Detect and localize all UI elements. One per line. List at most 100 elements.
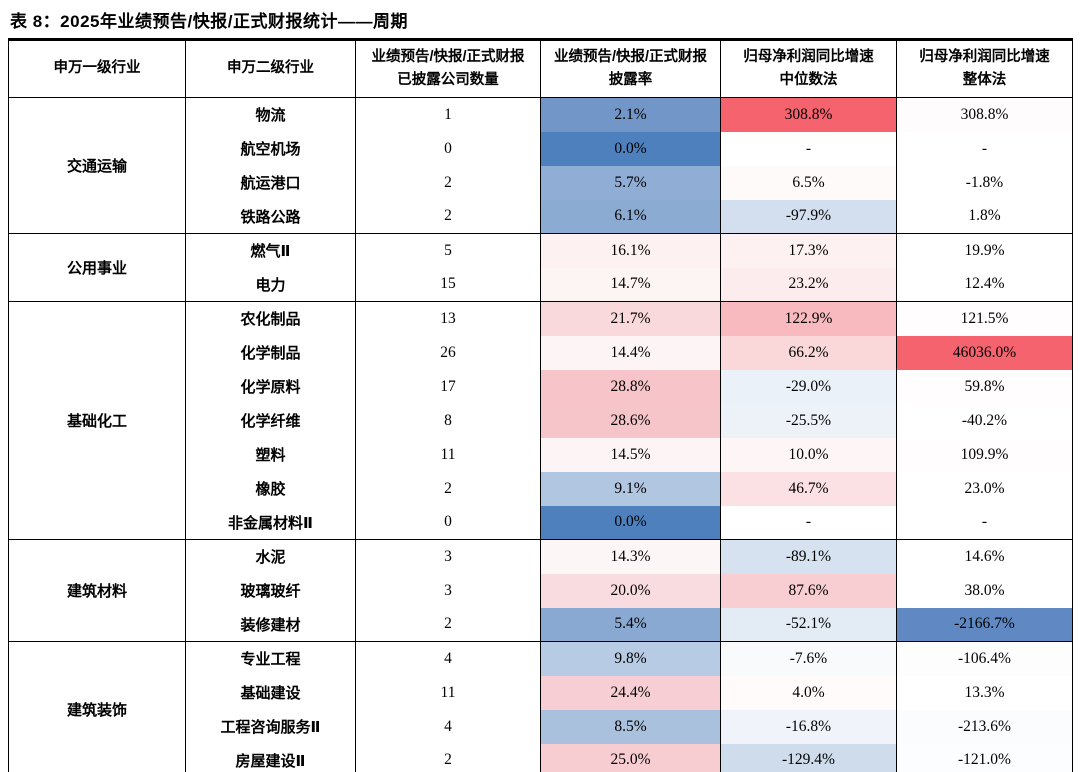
overall-growth-cell: - <box>896 505 1073 540</box>
disclosed-count-cell: 1 <box>355 97 541 132</box>
industry-l2-cell: 物流 <box>185 97 356 132</box>
disclosure-rate-cell: 16.1% <box>540 233 721 268</box>
table-row: 橡胶 2 9.1% 46.7% 23.0% <box>9 471 1073 506</box>
disclosure-rate-cell: 5.4% <box>540 607 721 642</box>
median-growth-cell: -89.1% <box>720 539 897 574</box>
median-growth-cell: -16.8% <box>720 709 897 744</box>
disclosure-rate-cell: 8.5% <box>540 709 721 744</box>
disclosure-rate-cell: 25.0% <box>540 743 721 772</box>
overall-growth-cell: 109.9% <box>896 437 1073 472</box>
header-disclosure-rate-line2: 披露率 <box>608 72 653 88</box>
table-row: 铁路公路 2 6.1% -97.9% 1.8% <box>9 199 1073 234</box>
header-overall-growth: 归母净利润同比增速 整体法 <box>896 39 1073 98</box>
header-disclosure-rate-line1: 业绩预告/快报/正式财报 <box>553 48 708 65</box>
disclosed-count-cell: 13 <box>355 301 541 336</box>
disclosed-count-cell: 2 <box>355 743 541 772</box>
disclosed-count-cell: 4 <box>355 709 541 744</box>
disclosed-count-cell: 0 <box>355 131 541 166</box>
industry-l2-cell: 航运港口 <box>185 165 356 200</box>
disclosure-rate-cell: 24.4% <box>540 675 721 710</box>
median-growth-cell: 308.8% <box>720 97 897 132</box>
overall-growth-cell: -2166.7% <box>896 607 1073 642</box>
overall-growth-cell: -1.8% <box>896 165 1073 200</box>
overall-growth-cell: - <box>896 131 1073 166</box>
overall-growth-cell: 38.0% <box>896 573 1073 608</box>
industry-l2-cell: 农化制品 <box>185 301 356 336</box>
header-disclosure-rate: 业绩预告/快报/正式财报 披露率 <box>540 39 721 98</box>
disclosed-count-cell: 0 <box>355 505 541 540</box>
disclosure-rate-cell: 9.1% <box>540 471 721 506</box>
header-disclosed-count-line1: 业绩预告/快报/正式财报 <box>371 48 525 65</box>
header-industry-l1-label: 申万一级行业 <box>53 60 141 77</box>
median-growth-cell: 6.5% <box>720 165 897 200</box>
disclosure-rate-cell: 14.7% <box>540 267 721 302</box>
disclosed-count-cell: 2 <box>355 471 541 506</box>
disclosure-rate-cell: 28.6% <box>540 403 721 438</box>
industry-l2-cell: 工程咨询服务Ⅱ <box>185 709 356 744</box>
table-row: 建筑装饰 专业工程 4 9.8% -7.6% -106.4% <box>8 641 1073 772</box>
table-row: 装修建材 2 5.4% -52.1% -2166.7% <box>9 607 1073 642</box>
median-growth-cell: 46.7% <box>720 471 897 506</box>
overall-growth-cell: -121.0% <box>896 743 1073 772</box>
overall-growth-cell: -106.4% <box>896 641 1073 676</box>
disclosed-count-cell: 8 <box>355 403 541 438</box>
industry-l1-cell: 公用事业 <box>8 233 186 302</box>
table-row: 基础化工 农化制品 13 21.7% 122.9% 121.5% <box>8 301 1073 540</box>
median-growth-cell: - <box>720 505 897 540</box>
disclosed-count-cell: 2 <box>355 165 541 200</box>
median-growth-cell: -97.9% <box>720 199 897 234</box>
header-median-growth-line1: 归母净利润同比增速 <box>743 48 874 65</box>
overall-growth-cell: 14.6% <box>896 539 1073 574</box>
table-row: 房屋建设Ⅱ 2 25.0% -129.4% -121.0% <box>9 743 1073 772</box>
table-row: 工程咨询服务Ⅱ 4 8.5% -16.8% -213.6% <box>9 709 1073 744</box>
industry-l2-cell: 房屋建设Ⅱ <box>185 743 356 772</box>
header-industry-l2: 申万二级行业 <box>185 39 356 98</box>
table-row: 电力 15 14.7% 23.2% 12.4% <box>9 267 1073 302</box>
median-growth-cell: 66.2% <box>720 335 897 370</box>
disclosure-rate-cell: 2.1% <box>540 97 721 132</box>
overall-growth-cell: 59.8% <box>896 369 1073 404</box>
table-row: 建筑材料 水泥 3 14.3% -89.1% 14.6% <box>8 539 1073 642</box>
disclosed-count-cell: 3 <box>355 539 541 574</box>
industry-l2-cell: 铁路公路 <box>185 199 356 234</box>
table-row: 非金属材料Ⅱ 0 0.0% - - <box>9 505 1073 540</box>
disclosed-count-cell: 11 <box>355 437 541 472</box>
table-row: 化学纤维 8 28.6% -25.5% -40.2% <box>9 403 1073 438</box>
industry-l2-cell: 基础建设 <box>185 675 356 710</box>
overall-growth-cell: 308.8% <box>896 97 1073 132</box>
header-median-growth-line2: 中位数法 <box>779 72 838 88</box>
header-overall-growth-line1: 归母净利润同比增速 <box>919 48 1050 65</box>
disclosure-rate-cell: 9.8% <box>540 641 721 676</box>
industry-l2-cell: 非金属材料Ⅱ <box>185 505 356 540</box>
overall-growth-cell: 23.0% <box>896 471 1073 506</box>
industry-l1-cell: 建筑材料 <box>8 539 186 642</box>
table-row: 化学原料 17 28.8% -29.0% 59.8% <box>9 369 1073 404</box>
median-growth-cell: 122.9% <box>720 301 897 336</box>
industry-l2-cell: 装修建材 <box>185 607 356 642</box>
disclosed-count-cell: 3 <box>355 573 541 608</box>
header-industry-l1: 申万一级行业 <box>8 39 186 98</box>
median-growth-cell: -129.4% <box>720 743 897 772</box>
industry-l2-cell: 航空机场 <box>185 131 356 166</box>
median-growth-cell: -52.1% <box>720 607 897 642</box>
median-growth-cell: -7.6% <box>720 641 897 676</box>
disclosed-count-cell: 2 <box>355 199 541 234</box>
industry-l2-cell: 水泥 <box>185 539 356 574</box>
disclosure-rate-cell: 0.0% <box>540 505 721 540</box>
overall-growth-cell: 1.8% <box>896 199 1073 234</box>
disclosure-rate-cell: 20.0% <box>540 573 721 608</box>
disclosed-count-cell: 15 <box>355 267 541 302</box>
industry-l2-cell: 化学原料 <box>185 369 356 404</box>
median-growth-cell: 23.2% <box>720 267 897 302</box>
table-row: 化学制品 26 14.4% 66.2% 46036.0% <box>9 335 1073 370</box>
earnings-stat-table: 申万一级行业 申万二级行业 业绩预告/快报/正式财报 已披露公司数量 业绩预告/… <box>8 38 1073 772</box>
header-row: 申万一级行业 申万二级行业 业绩预告/快报/正式财报 已披露公司数量 业绩预告/… <box>8 39 1073 98</box>
industry-l2-cell: 化学制品 <box>185 335 356 370</box>
disclosed-count-cell: 5 <box>355 233 541 268</box>
header-disclosed-count-line2: 已披露公司数量 <box>397 72 499 88</box>
header-median-growth: 归母净利润同比增速 中位数法 <box>720 39 897 98</box>
disclosed-count-cell: 26 <box>355 335 541 370</box>
table-body: 交通运输 物流 1 2.1% 308.8% 308.8% 航空机场 0 0.0% - - 航运港口 2 5… <box>8 97 1073 772</box>
industry-l2-cell: 专业工程 <box>185 641 356 676</box>
overall-growth-cell: 46036.0% <box>896 335 1073 370</box>
